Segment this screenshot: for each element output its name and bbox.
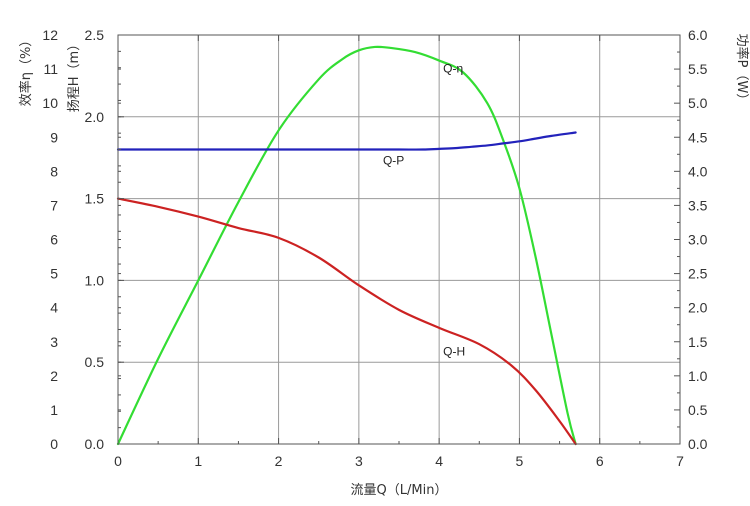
efficiency-tick-label: 7 (50, 197, 58, 213)
x-axis-title: 流量Q（L/Min） (351, 483, 448, 498)
x-tick-label: 5 (516, 453, 524, 469)
efficiency-tick-label: 11 (43, 61, 58, 77)
efficiency-tick-label: 6 (50, 232, 58, 248)
axis-ticks (117, 34, 681, 445)
efficiency-tick-label: 8 (50, 163, 58, 179)
q-eta-label: Q-η (443, 61, 463, 75)
head-tick-label: 0.5 (85, 354, 105, 370)
x-tick-label: 6 (596, 453, 604, 469)
plot-background (118, 35, 680, 444)
x-tick-label: 1 (194, 453, 202, 469)
q-p-label: Q-P (383, 154, 404, 168)
q-h-curve (116, 197, 577, 446)
efficiency-tick-label: 5 (50, 266, 58, 282)
efficiency-tick-label: 2 (50, 368, 58, 384)
q-p-curve (116, 131, 577, 151)
x-tick-label: 3 (355, 453, 363, 469)
head-tick-label: 2.5 (85, 27, 105, 43)
power-tick-label: 5.0 (688, 95, 708, 111)
efficiency-tick-label: 10 (42, 95, 58, 111)
power-tick-label: 2.5 (688, 266, 708, 282)
power-tick-label: 2.0 (688, 300, 708, 316)
grid-lines (118, 35, 680, 444)
x-tick-label: 4 (435, 453, 443, 469)
power-tick-label: 4.5 (688, 129, 708, 145)
data-series (116, 45, 577, 446)
power-tick-label: 5.5 (688, 61, 708, 77)
efficiency-tick-label: 3 (50, 334, 58, 350)
power-tick-label: 4.0 (688, 163, 708, 179)
power-tick-label: 1.5 (688, 334, 708, 350)
curve-annotations: Q-η Q-P Q-H (383, 61, 465, 358)
head-tick-label: 0.0 (85, 436, 105, 452)
x-tick-label: 2 (275, 453, 283, 469)
efficiency-tick-label: 9 (50, 129, 58, 145)
tick-labels: 0 1 2 3 4 5 6 701234567891011120.00.51.01.52.02… (42, 27, 707, 469)
efficiency-tick-label: 0 (50, 436, 58, 452)
efficiency-tick-label: 1 (50, 402, 58, 418)
axis-titles: 流量Q（L/Min） 效率η（%） 扬程H（m） 功率P（W） (18, 34, 750, 498)
power-tick-label: 0.0 (688, 436, 708, 452)
power-axis-title: 功率P（W） (734, 34, 750, 107)
q-h-label: Q-H (443, 345, 465, 359)
head-axis-title: 扬程H（m） (67, 38, 82, 112)
head-tick-label: 2.0 (85, 109, 105, 125)
efficiency-tick-label: 4 (50, 300, 58, 316)
power-tick-label: 0.5 (688, 402, 708, 418)
x-tick-label: 7 (676, 453, 684, 469)
power-tick-label: 3.0 (688, 232, 708, 248)
efficiency-tick-label: 12 (42, 27, 58, 43)
head-tick-label: 1.5 (85, 191, 105, 207)
head-tick-label: 1.0 (85, 272, 105, 288)
efficiency-axis-title: 效率η（%） (18, 34, 34, 107)
power-tick-label: 3.5 (688, 197, 708, 213)
x-tick-label: 0 (114, 453, 122, 469)
power-tick-label: 1.0 (688, 368, 708, 384)
power-tick-label: 6.0 (688, 27, 708, 43)
q-eta-curve (116, 45, 577, 446)
